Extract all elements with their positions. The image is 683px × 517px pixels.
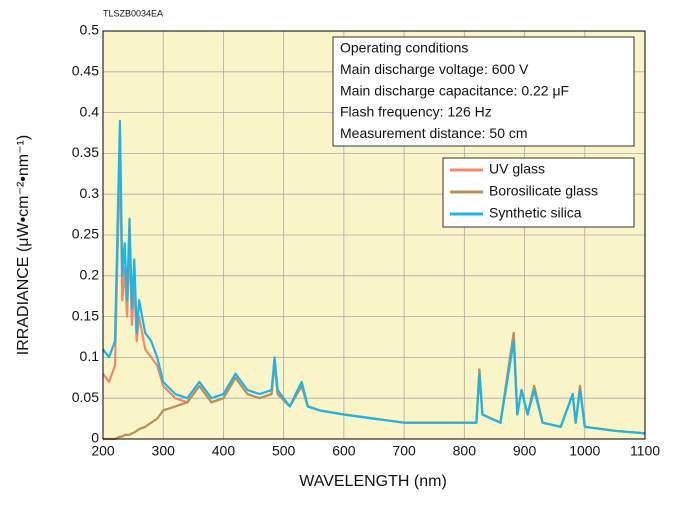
x-axis-label: WAVELENGTH (nm) <box>299 473 447 490</box>
legend-label: UV glass <box>489 161 545 177</box>
y-tick-label: 0.35 <box>72 144 99 160</box>
condition-line: Measurement distance: 50 cm <box>340 125 528 141</box>
x-tick-label: 1100 <box>630 443 660 459</box>
x-tick-label: 500 <box>272 443 296 459</box>
conditions-box <box>332 36 635 147</box>
x-tick-label: 800 <box>453 443 477 459</box>
legend-label: Synthetic silica <box>489 205 582 221</box>
condition-line: Main discharge voltage: 600 V <box>340 61 529 77</box>
y-tick-label: 0.25 <box>72 226 99 242</box>
x-tick-label: 300 <box>152 443 176 459</box>
x-tick-label: 700 <box>392 443 416 459</box>
x-tick-label: 600 <box>332 443 356 459</box>
y-axis-label: IRRADIANCE (μW•cm⁻²•nm⁻¹) <box>15 135 32 355</box>
y-tick-label: 0.45 <box>72 63 99 79</box>
y-tick-label: 0.3 <box>80 185 100 201</box>
series-line <box>102 119 646 435</box>
legend-label: Borosilicate glass <box>489 183 598 199</box>
condition-line: Operating conditions <box>340 40 468 56</box>
y-tick-label: 0.15 <box>72 307 99 323</box>
x-tick-label: 1000 <box>569 443 600 459</box>
plot-frame <box>102 30 646 440</box>
y-tick-label: 0.5 <box>80 22 100 38</box>
y-tick-label: 0 <box>91 430 99 446</box>
annotation: TLSZB0034EA <box>103 8 163 18</box>
x-tick-label: 400 <box>212 443 236 459</box>
x-tick-label: 900 <box>513 443 537 459</box>
y-tick-label: 0.05 <box>72 389 99 405</box>
y-tick-label: 0.4 <box>80 103 100 119</box>
condition-line: Main discharge capacitance: 0.22 μF <box>340 82 569 98</box>
overlay: Operating conditions Main discharge volta… <box>340 40 598 221</box>
x-tick-label: 200 <box>91 443 115 459</box>
y-tick-label: 0.2 <box>80 267 100 283</box>
y-tick-label: 0.1 <box>80 348 100 364</box>
condition-line: Flash frequency: 126 Hz <box>340 104 492 120</box>
lines <box>102 119 646 441</box>
